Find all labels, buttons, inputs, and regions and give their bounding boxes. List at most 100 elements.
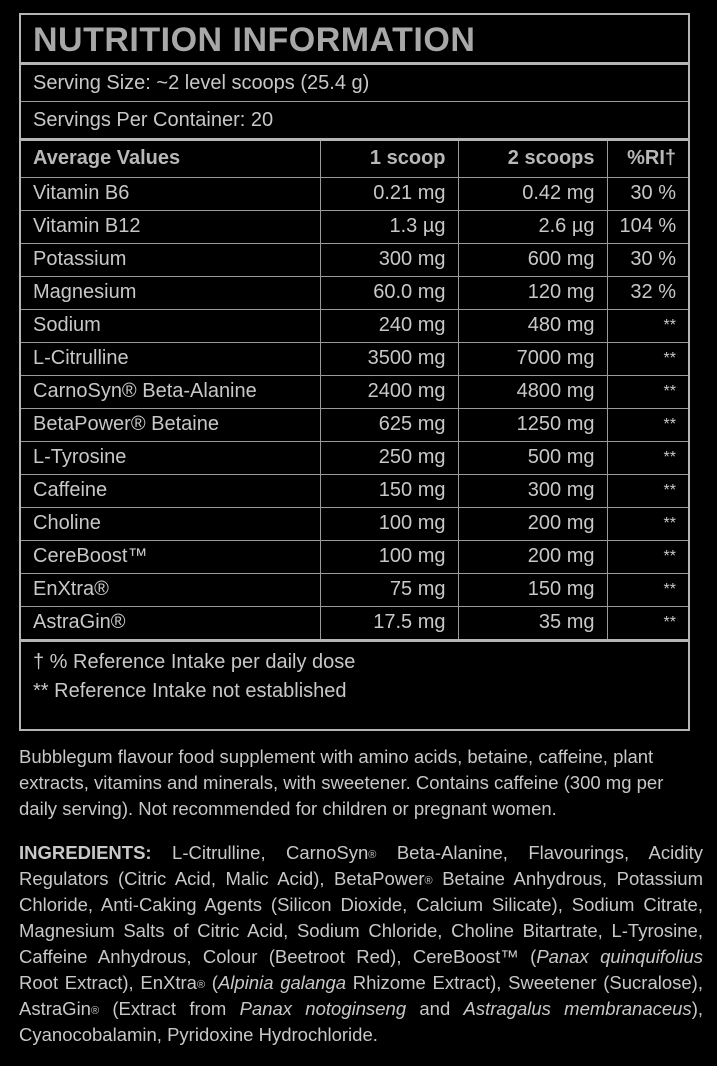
row-ri: ** [606, 474, 688, 508]
ingredients-italic: Panax quinquifolius [536, 946, 703, 967]
header-2-scoops: 2 scoops [457, 141, 607, 178]
ingredients-part: L-Citrulline, CarnoSyn [151, 842, 369, 863]
row-2-scoops: 300 mg [457, 474, 607, 508]
table-row: CarnoSyn® Beta-Alanine 2400 mg 4800 mg *… [21, 375, 688, 409]
registered-mark: ® [368, 849, 377, 861]
row-ri: 30 % [606, 243, 688, 277]
row-1-scoop: 300 mg [319, 243, 458, 277]
table-row: AstraGin® 17.5 mg 35 mg ** [21, 606, 688, 642]
row-name: CarnoSyn® Beta-Alanine [21, 375, 320, 409]
row-ri: ** [606, 309, 688, 343]
row-ri: 104 % [606, 210, 688, 244]
ingredients-part: Rhizome Extract), Sweetener (Sucralose),… [19, 972, 703, 1019]
servings-per-container: Servings Per Container: 20 [21, 102, 688, 141]
row-name: Potassium [21, 243, 320, 277]
nutrition-table: Average Values 1 scoop 2 scoops %RI† Vit… [21, 141, 688, 642]
row-name: L-Tyrosine [21, 441, 320, 475]
ingredients-part: Betaine Anhydrous, Potassium Chloride, A… [19, 868, 703, 967]
table-header-row: Average Values 1 scoop 2 scoops %RI† [21, 141, 688, 178]
ingredients-text: INGREDIENTS: L-Citrulline, CarnoSyn® Bet… [19, 840, 703, 1048]
row-name: Vitamin B6 [21, 177, 320, 211]
registered-mark: ® [90, 1005, 100, 1017]
table-row: Choline 100 mg 200 mg ** [21, 507, 688, 541]
table-row: CereBoost™ 100 mg 200 mg ** [21, 540, 688, 574]
footnote-stars: ** Reference Intake not established [33, 679, 347, 702]
row-1-scoop: 0.21 mg [319, 177, 458, 211]
row-1-scoop: 3500 mg [319, 342, 458, 376]
row-2-scoops: 4800 mg [457, 375, 607, 409]
ingredients-part: ( [205, 972, 218, 993]
row-2-scoops: 0.42 mg [457, 177, 607, 211]
row-1-scoop: 17.5 mg [319, 606, 458, 642]
row-name: BetaPower® Betaine [21, 408, 320, 442]
row-2-scoops: 480 mg [457, 309, 607, 343]
header-ri: %RI† [606, 141, 688, 178]
ingredients-italic: Panax notoginseng [239, 998, 407, 1019]
table-row: EnXtra® 75 mg 150 mg ** [21, 573, 688, 607]
table-row: L-Tyrosine 250 mg 500 mg ** [21, 441, 688, 475]
table-row: L-Citrulline 3500 mg 7000 mg ** [21, 342, 688, 376]
row-name: CereBoost™ [21, 540, 320, 574]
row-1-scoop: 240 mg [319, 309, 458, 343]
row-ri: 30 % [606, 177, 688, 211]
row-name: Vitamin B12 [21, 210, 320, 244]
table-row: Caffeine 150 mg 300 mg ** [21, 474, 688, 508]
row-1-scoop: 250 mg [319, 441, 458, 475]
row-1-scoop: 625 mg [319, 408, 458, 442]
row-name: Sodium [21, 309, 320, 343]
row-name: AstraGin® [21, 606, 320, 642]
row-1-scoop: 1.3 µg [319, 210, 458, 244]
row-1-scoop: 100 mg [319, 507, 458, 541]
ingredients-italic: Astragalus membranaceus [463, 998, 692, 1019]
row-2-scoops: 200 mg [457, 540, 607, 574]
row-2-scoops: 35 mg [457, 606, 607, 642]
header-average-values: Average Values [21, 141, 320, 178]
ingredients-part: (Extract from [99, 998, 240, 1019]
row-name: Caffeine [21, 474, 320, 508]
registered-mark: ® [196, 979, 206, 991]
row-2-scoops: 1250 mg [457, 408, 607, 442]
serving-size: Serving Size: ~2 level scoops (25.4 g) [21, 65, 688, 102]
row-2-scoops: 150 mg [457, 573, 607, 607]
footnotes: † % Reference Intake per daily dose ** R… [21, 642, 688, 706]
table-row: Vitamin B12 1.3 µg 2.6 µg 104 % [21, 210, 688, 244]
ingredients-italic: Alpinia galanga [217, 972, 347, 993]
row-ri: ** [606, 441, 688, 475]
row-1-scoop: 60.0 mg [319, 276, 458, 310]
row-ri: ** [606, 342, 688, 376]
row-ri: ** [606, 408, 688, 442]
ingredients-label: INGREDIENTS: [19, 842, 152, 863]
row-name: L-Citrulline [21, 342, 320, 376]
row-1-scoop: 75 mg [319, 573, 458, 607]
table-row: BetaPower® Betaine 625 mg 1250 mg ** [21, 408, 688, 442]
table-row: Sodium 240 mg 480 mg ** [21, 309, 688, 343]
nutrition-panel: NUTRITION INFORMATION Serving Size: ~2 l… [19, 13, 690, 731]
header-1-scoop: 1 scoop [319, 141, 458, 178]
row-2-scoops: 2.6 µg [457, 210, 607, 244]
row-2-scoops: 500 mg [457, 441, 607, 475]
row-1-scoop: 2400 mg [319, 375, 458, 409]
row-2-scoops: 7000 mg [457, 342, 607, 376]
table-row: Magnesium 60.0 mg 120 mg 32 % [21, 276, 688, 310]
row-ri: ** [606, 375, 688, 409]
row-2-scoops: 120 mg [457, 276, 607, 310]
table-row: Potassium 300 mg 600 mg 30 % [21, 243, 688, 277]
registered-mark: ® [424, 875, 433, 887]
table-row: Vitamin B6 0.21 mg 0.42 mg 30 % [21, 177, 688, 211]
panel-title: NUTRITION INFORMATION [21, 15, 688, 65]
row-ri: ** [606, 507, 688, 541]
row-ri: ** [606, 540, 688, 574]
row-name: Magnesium [21, 276, 320, 310]
row-ri: ** [606, 606, 688, 642]
row-ri: 32 % [606, 276, 688, 310]
row-ri: ** [606, 573, 688, 607]
row-2-scoops: 600 mg [457, 243, 607, 277]
row-name: Choline [21, 507, 320, 541]
footnote-dagger: † % Reference Intake per daily dose [33, 650, 356, 673]
ingredients-part: ), Cyanocobalamin, Pyridoxine Hydrochlor… [19, 998, 703, 1045]
product-description: Bubblegum flavour food supplement with a… [19, 746, 664, 819]
ingredients-part: and [406, 998, 464, 1019]
ingredients-part: Beta-Alanine, Flavourings, Acidity Regul… [19, 842, 703, 889]
row-1-scoop: 150 mg [319, 474, 458, 508]
row-1-scoop: 100 mg [319, 540, 458, 574]
